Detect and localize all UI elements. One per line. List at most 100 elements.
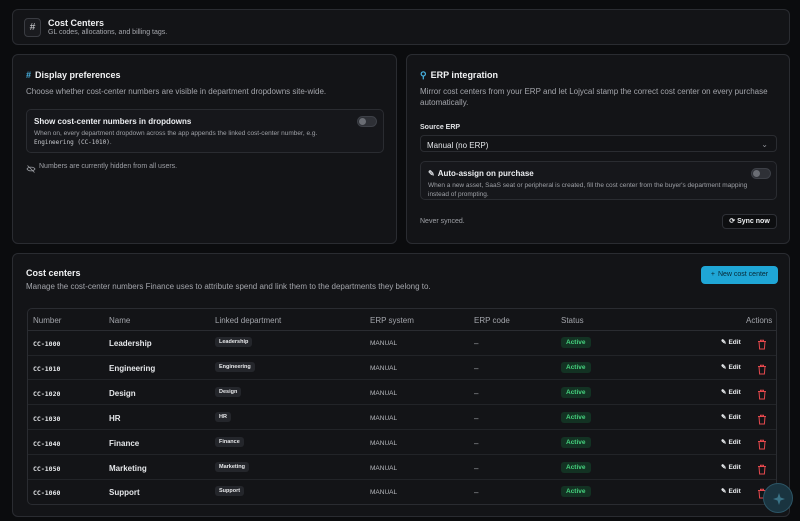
pencil-icon: ✎ bbox=[721, 438, 727, 446]
column-erp-system: ERP system bbox=[370, 316, 414, 325]
cost-center-name: Leadership bbox=[109, 339, 152, 348]
table-row: CC-1060 Support Support MANUAL – Active ✎ Edit bbox=[28, 480, 776, 504]
cost-center-name: Marketing bbox=[109, 463, 147, 473]
cost-center-name: Support bbox=[109, 488, 140, 498]
erp-code: – bbox=[474, 488, 479, 498]
auto-assign-description: When a new asset, SaaS seat or periphera… bbox=[428, 182, 748, 198]
erp-system: MANUAL bbox=[370, 489, 398, 497]
table-row: CC-1040 Finance Finance MANUAL – Active ✎ Edit bbox=[28, 431, 776, 456]
table-row: CC-1050 Marketing Marketing MANUAL – Active ✎ E… bbox=[28, 456, 776, 481]
cost-center-name: Finance bbox=[109, 438, 140, 448]
cost-center-number: CC-1010 bbox=[33, 364, 61, 373]
edit-button[interactable]: ✎ Edit bbox=[721, 488, 741, 496]
department-chip: Marketing bbox=[215, 461, 249, 472]
department-chip: Leadership bbox=[215, 337, 253, 347]
table-header: Number Name Linked department ERP system… bbox=[28, 309, 776, 331]
column-name: Name bbox=[109, 316, 131, 325]
erp-system: MANUAL bbox=[370, 464, 398, 472]
source-erp-label: Source ERP bbox=[420, 124, 461, 131]
cost-center-number: CC-1060 bbox=[33, 489, 61, 498]
edit-button[interactable]: ✎ Edit bbox=[721, 363, 741, 371]
example-code: Engineering (CC-1010) bbox=[34, 139, 110, 146]
table-row: CC-1000 Leadership Leadership MANUAL – Active… bbox=[28, 331, 776, 356]
pencil-icon: ✎ bbox=[721, 363, 727, 371]
cost-center-name: Engineering bbox=[109, 363, 156, 373]
cost-center-number: CC-1020 bbox=[33, 389, 61, 398]
cost-centers-table: Number Name Linked department ERP system… bbox=[27, 308, 777, 505]
chevron-down-icon: ⌄ bbox=[761, 140, 768, 149]
erp-code: – bbox=[474, 463, 479, 473]
delete-button[interactable] bbox=[757, 337, 767, 350]
sync-status: Never synced. bbox=[420, 218, 465, 225]
edit-button[interactable]: ✎ Edit bbox=[721, 438, 741, 446]
trash-icon bbox=[758, 439, 766, 450]
trash-icon bbox=[758, 364, 766, 375]
erp-code: – bbox=[474, 388, 479, 398]
auto-assign-title: ✎ Auto-assign on purchase bbox=[428, 169, 534, 178]
edit-button[interactable]: ✎ Edit bbox=[721, 463, 741, 471]
hash-icon: # bbox=[24, 18, 41, 37]
cost-center-name: Design bbox=[109, 388, 136, 398]
pencil-icon: ✎ bbox=[721, 388, 727, 396]
display-preferences-card: # Display preferences Choose whether cost… bbox=[12, 54, 397, 244]
table-row: CC-1020 Design Design MANUAL – Active ✎ Edit bbox=[28, 381, 776, 406]
delete-button[interactable] bbox=[757, 462, 767, 474]
assistant-fab[interactable] bbox=[763, 483, 793, 513]
show-numbers-option-description: When on, every department dropdown acros… bbox=[34, 130, 318, 146]
magic-wand-icon: ✎ bbox=[428, 169, 435, 178]
status-badge: Active bbox=[561, 411, 591, 423]
table-row: CC-1030 HR HR MANUAL – Active ✎ Edit bbox=[28, 406, 776, 431]
display-preferences-heading: # Display preferences bbox=[26, 70, 121, 80]
erp-system: MANUAL bbox=[370, 439, 398, 447]
department-chip: Design bbox=[215, 386, 242, 397]
show-numbers-toggle[interactable] bbox=[357, 116, 377, 127]
edit-button[interactable]: ✎ Edit bbox=[721, 339, 741, 346]
erp-system: MANUAL bbox=[370, 364, 398, 372]
hidden-status-note: Numbers are currently hidden from all us… bbox=[39, 163, 178, 170]
erp-system: MANUAL bbox=[370, 389, 398, 397]
erp-integration-card: ⚲ ERP integration Mirror cost centers fro… bbox=[406, 54, 790, 244]
pencil-icon: ✎ bbox=[721, 413, 727, 421]
cost-center-number: CC-1000 bbox=[33, 340, 61, 348]
cost-center-number: CC-1040 bbox=[33, 439, 61, 448]
plus-icon: + bbox=[710, 271, 715, 278]
erp-integration-description: Mirror cost centers from your ERP and le… bbox=[420, 87, 768, 107]
pencil-icon: ✎ bbox=[721, 488, 727, 496]
page-subtitle: GL codes, allocations, and billing tags. bbox=[48, 29, 168, 36]
status-badge: Active bbox=[561, 436, 591, 448]
erp-system: MANUAL bbox=[370, 340, 398, 347]
show-numbers-option: Show cost-center numbers in dropdowns Wh… bbox=[26, 109, 384, 153]
erp-code: – bbox=[474, 339, 479, 348]
plug-icon: ⚲ bbox=[420, 70, 427, 80]
erp-code: – bbox=[474, 363, 479, 373]
department-chip: HR bbox=[215, 411, 231, 422]
trash-icon bbox=[758, 464, 766, 474]
source-erp-select[interactable]: Manual (no ERP) ⌄ bbox=[420, 135, 777, 152]
table-row: CC-1010 Engineering Engineering MANUAL – Acti… bbox=[28, 356, 776, 381]
cost-center-number: CC-1030 bbox=[33, 414, 61, 423]
delete-button[interactable] bbox=[757, 387, 767, 400]
sparkle-icon bbox=[773, 493, 785, 505]
edit-button[interactable]: ✎ Edit bbox=[721, 388, 741, 396]
erp-code: – bbox=[474, 438, 479, 448]
display-preferences-description: Choose whether cost-center numbers are v… bbox=[26, 87, 327, 96]
sync-now-button[interactable]: ⟳ Sync now bbox=[722, 214, 777, 229]
department-chip: Engineering bbox=[215, 361, 255, 372]
delete-button[interactable] bbox=[757, 412, 767, 425]
hash-icon: # bbox=[26, 70, 32, 80]
erp-code: – bbox=[474, 413, 479, 423]
delete-button[interactable] bbox=[757, 437, 767, 450]
department-chip: Finance bbox=[215, 436, 244, 447]
column-status: Status bbox=[561, 316, 584, 325]
column-linked-department: Linked department bbox=[215, 316, 282, 325]
delete-button[interactable] bbox=[757, 362, 767, 375]
column-erp-code: ERP code bbox=[474, 316, 510, 325]
new-cost-center-button[interactable]: + New cost center bbox=[701, 266, 778, 284]
refresh-icon: ⟳ bbox=[729, 218, 736, 225]
eye-off-icon bbox=[26, 161, 36, 173]
pencil-icon: ✎ bbox=[721, 463, 727, 471]
cost-centers-description: Manage the cost-center numbers Finance u… bbox=[26, 282, 431, 291]
status-badge: Active bbox=[561, 337, 591, 348]
auto-assign-toggle[interactable] bbox=[751, 168, 771, 179]
edit-button[interactable]: ✎ Edit bbox=[721, 413, 741, 421]
